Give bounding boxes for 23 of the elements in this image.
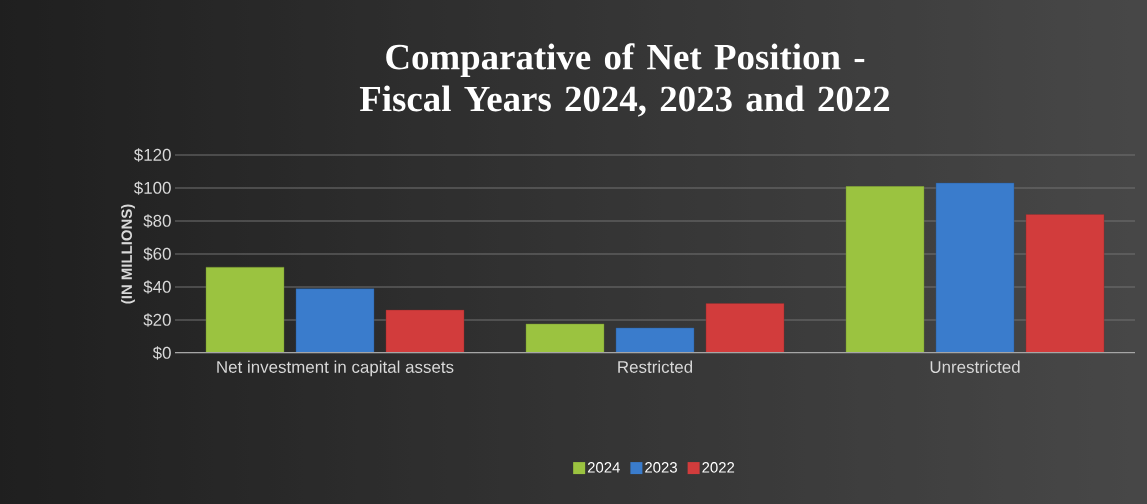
y-tick-label: $20: [143, 313, 171, 327]
y-tick-label: $120: [133, 148, 171, 162]
bar: [295, 288, 375, 353]
y-tick-label: $80: [143, 214, 171, 228]
bar: [385, 309, 465, 353]
bar: [705, 303, 785, 353]
bar: [525, 323, 605, 353]
y-tick-label: $0: [152, 346, 171, 360]
y-tick-label: $100: [133, 181, 171, 195]
y-axis-title: (IN MILLIONS): [121, 204, 135, 304]
chart-title: Comparative of Net Position - Fiscal Years 2024, 2023 and 2022: [359, 43, 890, 117]
x-tick-label: Net investment in capital assets: [217, 360, 454, 377]
x-tick-label: Restricted: [618, 360, 693, 373]
legend-label: 2024: [587, 462, 620, 473]
bar: [935, 182, 1015, 353]
x-tick-label: Unrestricted: [930, 360, 1020, 373]
bar: [205, 267, 285, 353]
bar: [845, 186, 925, 353]
legend-label: 2022: [702, 462, 735, 473]
legend-label: 2023: [645, 462, 677, 473]
y-tick-label: $60: [143, 247, 171, 261]
y-tick-label: $40: [143, 280, 171, 294]
bar: [1025, 214, 1105, 353]
